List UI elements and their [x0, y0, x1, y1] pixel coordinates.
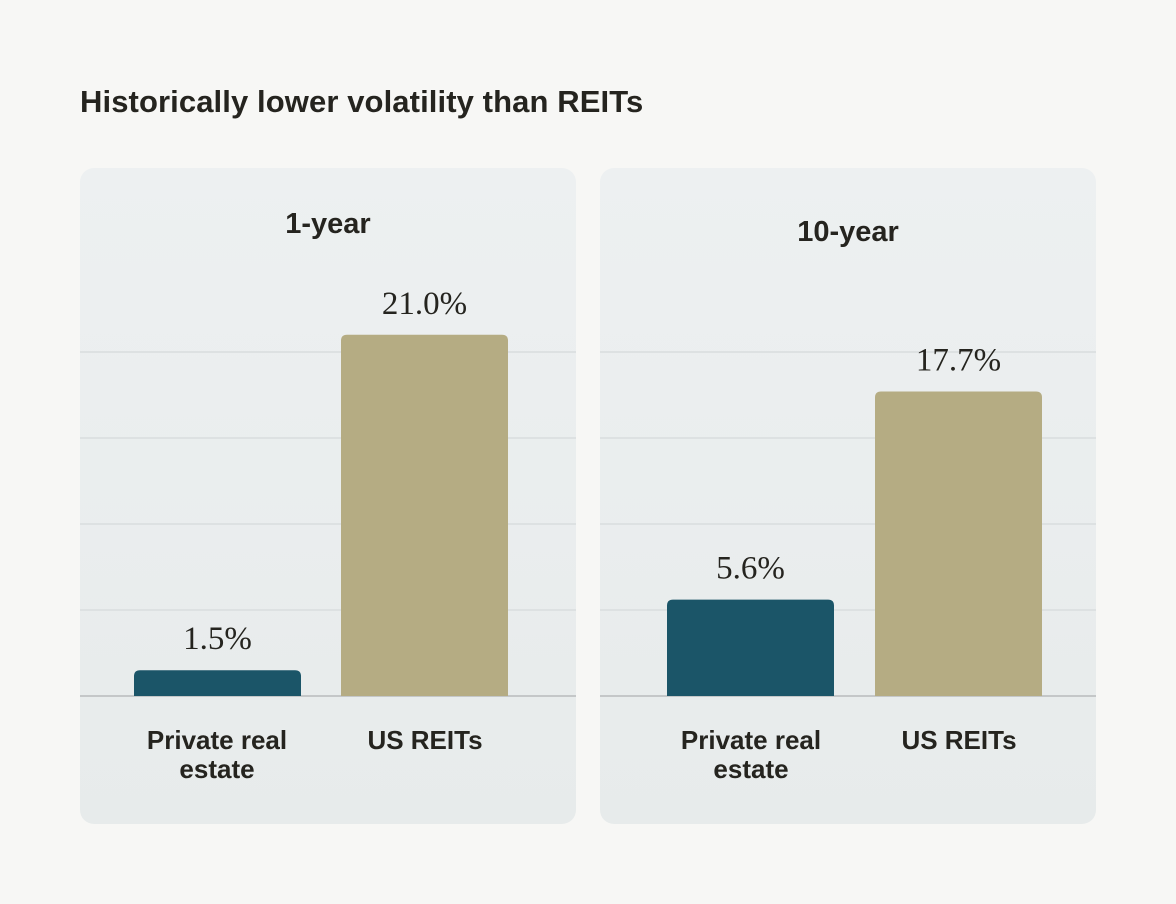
value-label: 5.6%	[716, 551, 785, 587]
panel-title: 10-year	[797, 216, 899, 248]
x-label-private: Private real estate	[146, 725, 288, 784]
value-label: 21.0%	[382, 286, 467, 322]
value-label: 1.5%	[183, 621, 252, 657]
bar-private-real-estate	[667, 599, 834, 696]
panel-title: 1-year	[285, 208, 371, 240]
bar-us-reits	[875, 391, 1042, 696]
bar-private-real-estate	[134, 670, 301, 696]
x-label-reits: US REITs	[367, 725, 483, 755]
bar-us-reits	[341, 334, 508, 696]
x-label-reits: US REITs	[901, 725, 1017, 755]
chart-title: Historically lower volatility than REITs	[80, 84, 644, 119]
value-label: 17.7%	[916, 343, 1001, 379]
x-label-private: Private real estate	[680, 725, 822, 784]
